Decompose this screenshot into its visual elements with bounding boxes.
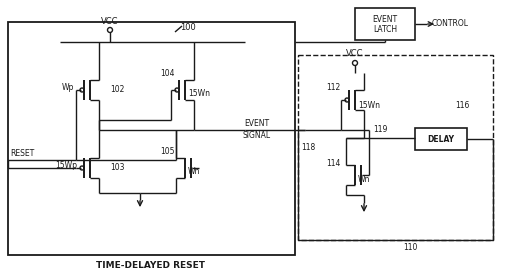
- Text: RESET: RESET: [10, 150, 34, 159]
- Bar: [355, 8, 415, 40]
- Text: 103: 103: [110, 163, 124, 173]
- Bar: [8, 22, 295, 255]
- Text: CONTROL: CONTROL: [431, 20, 469, 28]
- Text: Wn: Wn: [188, 166, 201, 176]
- Text: EVENT: EVENT: [244, 120, 270, 128]
- Text: 105: 105: [160, 147, 174, 156]
- Text: 114: 114: [326, 159, 340, 167]
- Bar: [415, 128, 467, 150]
- Text: 116: 116: [455, 102, 469, 111]
- Text: 104: 104: [160, 69, 174, 79]
- Text: VCC: VCC: [346, 50, 364, 59]
- Text: 15Wp: 15Wp: [55, 160, 77, 169]
- Bar: [298, 55, 493, 240]
- Text: VCC: VCC: [101, 18, 119, 27]
- Text: Wn: Wn: [358, 176, 370, 185]
- Text: SIGNAL: SIGNAL: [243, 131, 271, 140]
- Text: 102: 102: [110, 85, 124, 95]
- Text: 110: 110: [403, 244, 418, 253]
- Text: TIME-DELAYED RESET: TIME-DELAYED RESET: [96, 260, 204, 269]
- Text: DELAY: DELAY: [428, 134, 454, 144]
- Text: 118: 118: [301, 144, 315, 153]
- Text: EVENT: EVENT: [372, 15, 397, 24]
- Text: 119: 119: [373, 125, 387, 134]
- Text: 112: 112: [326, 83, 340, 92]
- Text: 15Wn: 15Wn: [188, 89, 210, 98]
- Text: 100: 100: [180, 22, 196, 31]
- Text: LATCH: LATCH: [373, 24, 397, 34]
- Text: Wp: Wp: [62, 82, 74, 92]
- Text: 15Wn: 15Wn: [358, 101, 380, 109]
